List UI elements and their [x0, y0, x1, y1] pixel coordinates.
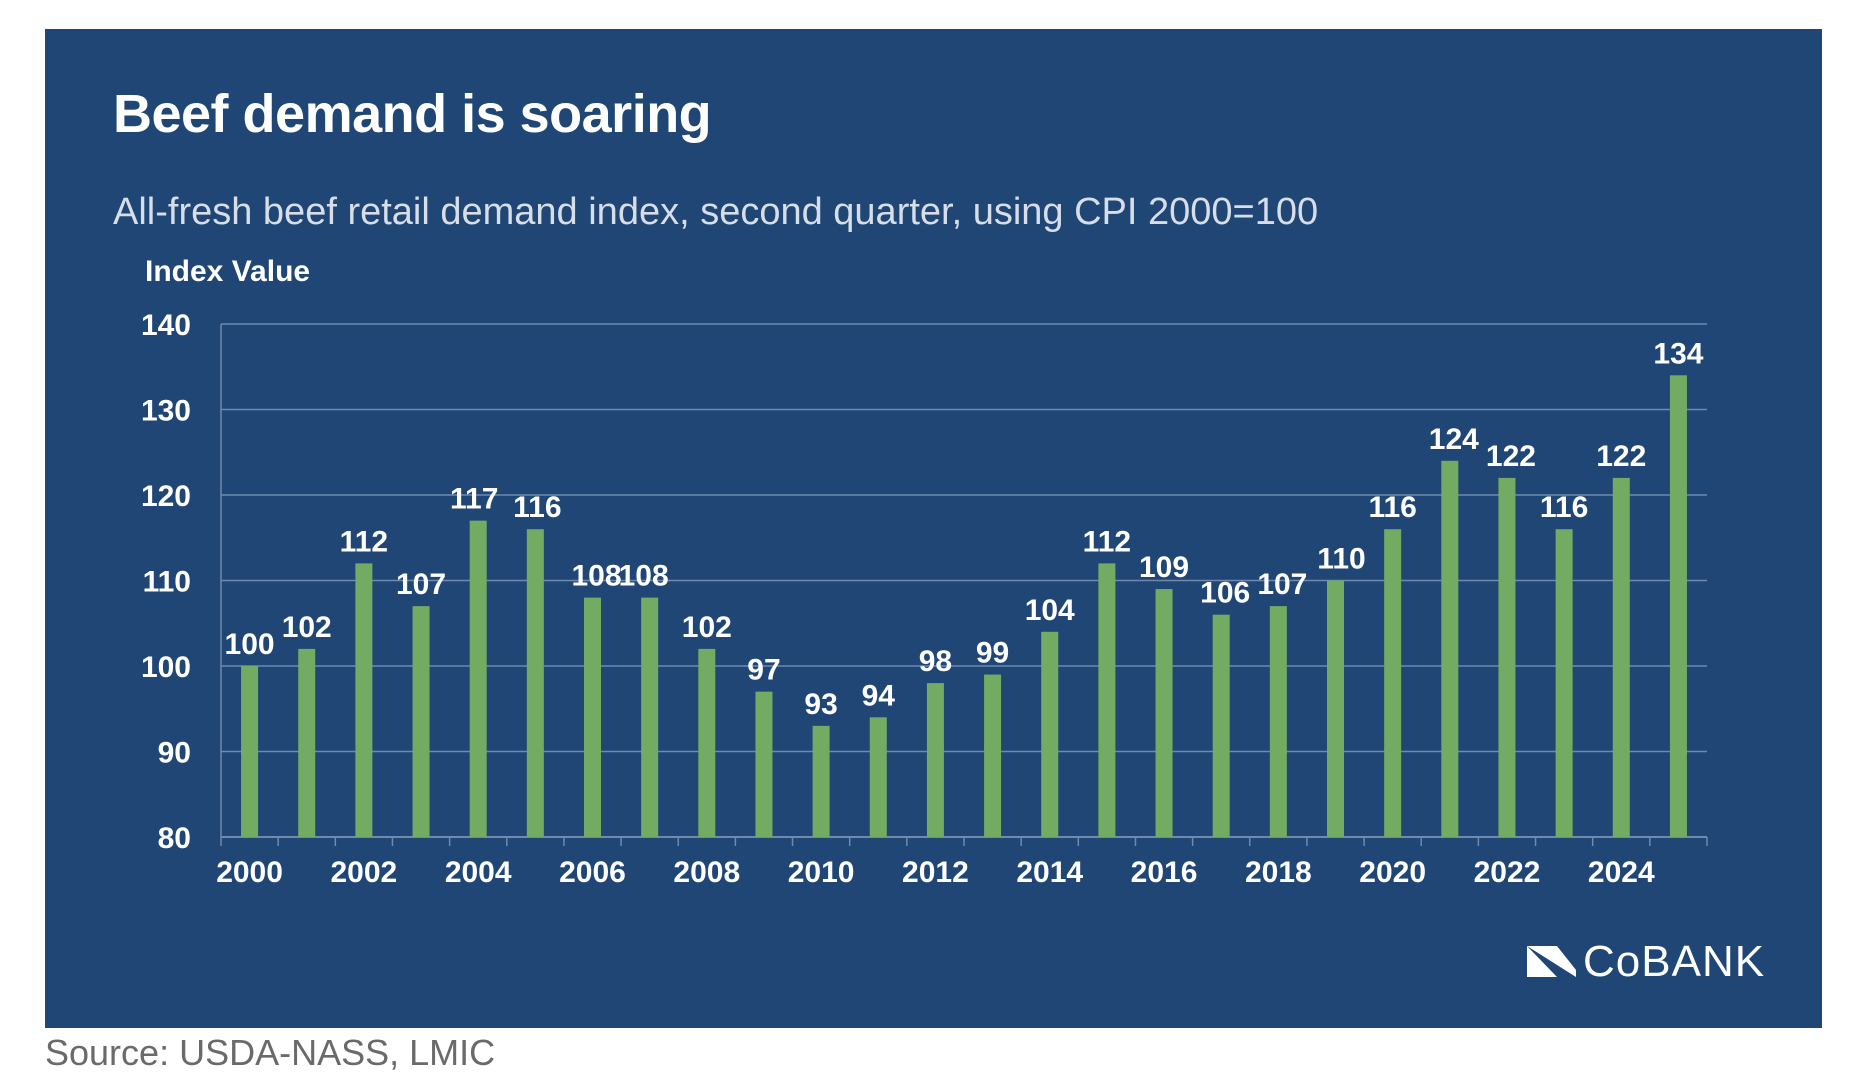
data-label-2008: 102	[682, 611, 732, 644]
data-label-2020: 116	[1368, 491, 1416, 524]
x-tick-label: 2006	[559, 856, 626, 889]
data-label-2011: 94	[862, 679, 896, 712]
bar-2007	[641, 597, 659, 837]
data-label-2024: 122	[1596, 440, 1646, 473]
x-tick-label: 2010	[788, 856, 855, 889]
data-label-2017: 106	[1200, 577, 1250, 610]
chart-subtitle: All-fresh beef retail demand index, seco…	[113, 191, 1319, 233]
x-tick-label: 2012	[902, 856, 969, 889]
bar-2016	[1155, 589, 1173, 837]
data-label-2013: 99	[976, 637, 1009, 670]
x-tick-label: 2018	[1245, 856, 1312, 889]
x-tick-label: 2002	[331, 856, 398, 889]
data-label-2010: 93	[804, 688, 837, 721]
x-tick-label: 2008	[673, 856, 740, 889]
y-tick-label: 140	[141, 309, 191, 342]
data-label-2016: 109	[1139, 551, 1189, 584]
bar-2005	[526, 529, 544, 837]
y-tick-label: 80	[158, 822, 191, 855]
bar-2004	[469, 520, 487, 837]
data-label-2023: 116	[1540, 491, 1588, 524]
data-label-2003: 107	[396, 568, 446, 601]
cobank-logo-icon	[1527, 946, 1576, 977]
bar-2020	[1384, 529, 1402, 837]
data-label-2009: 97	[747, 654, 780, 687]
data-label-2007: 108	[619, 560, 669, 593]
data-label-2005: 116	[513, 491, 561, 524]
y-tick-label: 130	[141, 395, 191, 428]
y-tick-label: 120	[141, 480, 191, 513]
data-label-2000: 100	[225, 628, 275, 661]
x-tick-label: 2014	[1016, 856, 1083, 889]
y-tick-label: 100	[141, 651, 191, 684]
data-label-2019: 110	[1317, 543, 1365, 576]
data-label-2015: 112	[1083, 525, 1131, 558]
bar-chart: 80 90 100 110 120 130 140 2000 2002 2004 2006 2008 2…	[141, 255, 1765, 986]
bar-2023	[1555, 529, 1573, 837]
bar-2012	[926, 683, 944, 837]
data-label-2001: 102	[282, 611, 332, 644]
bar-2008	[698, 648, 716, 837]
source-note: Source: USDA-NASS, LMIC	[45, 1032, 496, 1073]
bar-2021	[1441, 460, 1459, 837]
data-label-2022: 122	[1486, 440, 1536, 473]
x-tick-label: 2022	[1474, 856, 1541, 889]
bar-2014	[1041, 631, 1059, 837]
gridlines	[221, 323, 1707, 753]
bar-2003	[412, 606, 430, 837]
data-label-2004: 117	[450, 483, 498, 516]
bar-2011	[869, 717, 887, 837]
bar-2013	[984, 674, 1002, 837]
bar-2022	[1498, 477, 1516, 837]
bar-2024	[1612, 477, 1630, 837]
data-label-2018: 107	[1257, 568, 1307, 601]
bar-2010	[812, 725, 830, 837]
y-tick-label: 110	[143, 566, 191, 599]
data-label-2002: 112	[340, 525, 388, 558]
bar-2019	[1327, 580, 1344, 837]
cobank-logo: CoBANK	[1527, 937, 1765, 986]
bar-2006	[584, 597, 601, 837]
data-label-2021: 124	[1429, 423, 1479, 456]
cobank-logo-text: CoBANK	[1583, 937, 1765, 986]
bar-2000	[241, 666, 259, 837]
data-label-2012: 98	[919, 645, 952, 678]
data-label-2014: 104	[1025, 594, 1075, 627]
bar-2017	[1212, 614, 1230, 837]
data-label-2006: 108	[571, 560, 621, 593]
x-tick-label: 2000	[216, 856, 283, 889]
y-tick-label: 90	[158, 737, 191, 770]
bar-2009	[755, 691, 773, 837]
bar-2001	[298, 648, 316, 837]
y-axis-title: Index Value	[145, 255, 310, 288]
bars	[241, 375, 1687, 837]
bar-2025	[1669, 375, 1687, 837]
data-label-2025: 134	[1653, 337, 1703, 370]
bar-2015	[1098, 563, 1116, 837]
x-tick-label: 2020	[1359, 856, 1426, 889]
bar-2002	[355, 563, 373, 837]
x-tick-label: 2024	[1588, 856, 1655, 889]
x-tick-label: 2004	[445, 856, 512, 889]
axes: 80 90 100 110 120 130 140 2000 2002 2004 2006 2008 2…	[141, 309, 1708, 889]
chart-title: Beef demand is soaring	[113, 84, 712, 144]
chart-panel: Beef demand is soaring All-fresh beef re…	[45, 29, 1822, 1028]
x-tick-label: 2016	[1131, 856, 1198, 889]
bar-2018	[1269, 606, 1287, 837]
